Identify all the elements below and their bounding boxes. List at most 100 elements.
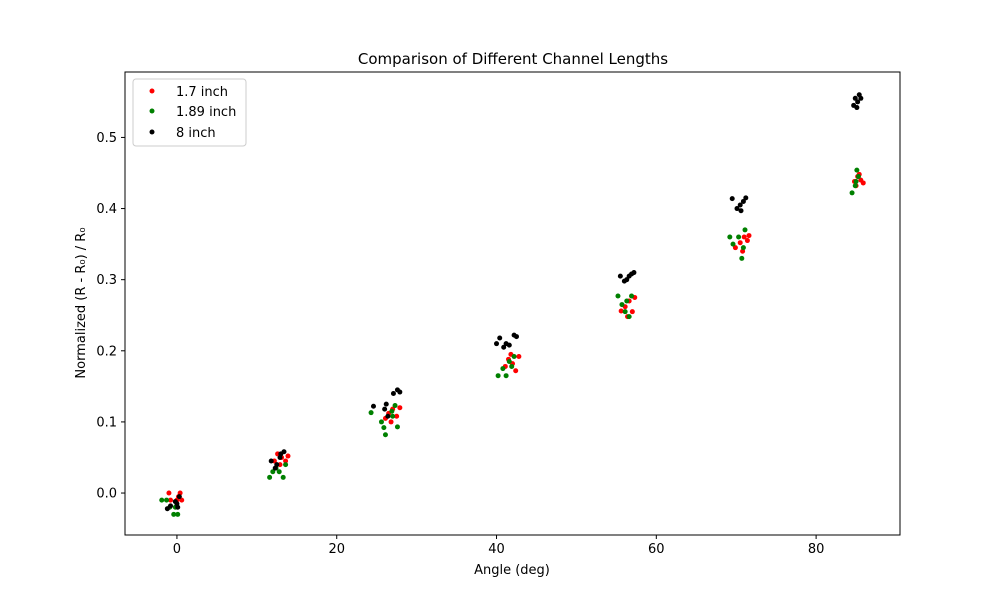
data-point-s2-35 — [740, 198, 746, 204]
data-point-s2-43 — [854, 105, 860, 111]
data-point-s2-4 — [176, 494, 182, 500]
y-axis-label: Normalized (R - R₀) / R₀ — [74, 227, 89, 378]
data-point-s1-12 — [368, 410, 374, 416]
legend-marker-1-7-inch — [149, 88, 155, 94]
data-point-s0-21 — [513, 368, 519, 374]
data-point-s2-39 — [852, 95, 858, 101]
legend: 1.7 inch 1.89 inch 8 inch — [132, 78, 247, 147]
data-point-s2-16 — [390, 390, 396, 396]
y-tick-label-4: 0.4 — [96, 202, 117, 217]
data-point-s2-31 — [626, 273, 632, 279]
y-tick-label-5: 0.5 — [96, 131, 117, 146]
data-point-s0-34 — [746, 233, 752, 239]
data-point-s1-5 — [171, 511, 177, 517]
y-tick-label-0: 0.0 — [96, 487, 117, 502]
data-point-s0-39 — [860, 180, 866, 186]
data-point-s0-31 — [737, 240, 743, 246]
data-point-s2-20 — [497, 335, 503, 341]
data-point-s2-14 — [383, 401, 389, 407]
data-point-s1-21 — [500, 366, 506, 372]
chart-title: Comparison of Different Channel Lengths — [358, 50, 668, 68]
data-point-s1-14 — [381, 425, 387, 431]
data-point-s1-0 — [159, 497, 165, 503]
data-point-s0-4 — [179, 497, 185, 503]
data-point-s1-32 — [727, 234, 733, 240]
x-tick-label-4: 80 — [808, 542, 825, 557]
legend-item-1-89-inch: 1.89 inch — [149, 105, 236, 120]
data-point-s2-28 — [624, 277, 630, 283]
data-point-s1-9 — [276, 469, 282, 475]
legend-item-1-7-inch: 1.7 inch — [149, 85, 228, 100]
data-point-s1-10 — [280, 474, 286, 480]
data-point-s1-26 — [615, 293, 621, 299]
data-point-s2-18 — [397, 389, 403, 395]
data-point-s2-34 — [737, 202, 743, 208]
data-point-s0-33 — [744, 238, 750, 244]
data-point-s2-12 — [370, 403, 376, 409]
data-point-s1-25 — [509, 363, 515, 369]
y-axis-ticks: 0.0 0.1 0.2 0.3 0.4 0.5 — [96, 131, 125, 502]
data-point-s1-29 — [626, 314, 632, 320]
data-point-s1-31 — [624, 298, 630, 304]
data-point-s2-30 — [631, 270, 637, 276]
data-point-s2-26 — [617, 273, 623, 279]
data-point-s0-22 — [516, 353, 522, 359]
data-point-s2-40 — [855, 99, 861, 105]
data-point-s0-32 — [741, 234, 747, 240]
data-point-s1-37 — [740, 245, 746, 251]
data-point-s2-11 — [278, 451, 284, 457]
x-tick-label-2: 40 — [488, 542, 505, 557]
data-point-s1-17 — [392, 403, 398, 409]
data-point-s1-35 — [739, 255, 745, 261]
x-axis-label: Angle (deg) — [474, 563, 550, 578]
data-point-s1-27 — [619, 302, 625, 308]
data-point-s1-18 — [394, 424, 400, 430]
data-points — [159, 92, 866, 517]
data-point-s0-27 — [629, 309, 635, 315]
data-point-s2-6 — [268, 458, 274, 464]
data-point-s1-30 — [629, 293, 635, 299]
data-point-s2-1 — [168, 503, 174, 509]
data-point-s0-17 — [388, 419, 394, 425]
data-point-s2-23 — [506, 342, 512, 348]
data-point-s2-37 — [738, 208, 744, 214]
data-point-s1-33 — [730, 241, 736, 247]
data-point-s0-0 — [166, 490, 172, 496]
y-tick-label-1: 0.1 — [96, 415, 117, 430]
x-axis-ticks: 0 20 40 60 80 — [173, 535, 825, 557]
data-point-s2-15 — [385, 413, 391, 419]
data-point-s0-30 — [732, 245, 738, 251]
y-tick-label-3: 0.3 — [96, 273, 117, 288]
legend-item-8-inch: 8 inch — [149, 126, 216, 141]
data-point-s2-25 — [513, 334, 519, 340]
data-point-s1-42 — [853, 179, 859, 185]
data-point-s0-15 — [394, 413, 400, 419]
data-point-s1-1 — [164, 497, 170, 503]
legend-label-1-7-inch: 1.7 inch — [176, 85, 228, 100]
legend-label-1-89-inch: 1.89 inch — [176, 105, 236, 120]
data-point-s1-23 — [506, 358, 512, 364]
series-8-inch — [164, 92, 864, 512]
data-point-s0-10 — [285, 453, 291, 459]
data-point-s1-20 — [495, 373, 501, 379]
data-point-s1-24 — [511, 353, 517, 359]
data-point-s2-33 — [734, 206, 740, 212]
data-point-s0-24 — [618, 308, 624, 314]
data-point-s1-16 — [389, 408, 395, 414]
data-point-s1-4 — [175, 511, 181, 517]
x-tick-label-0: 0 — [173, 542, 181, 557]
data-point-s2-0 — [164, 506, 170, 512]
series-1-89-inch — [159, 167, 861, 517]
data-point-s2-13 — [382, 406, 388, 412]
data-point-s2-32 — [729, 196, 735, 202]
y-tick-label-2: 0.2 — [96, 344, 117, 359]
data-point-s2-19 — [494, 341, 500, 347]
data-point-s1-34 — [736, 234, 742, 240]
data-point-s1-41 — [855, 174, 861, 180]
legend-box — [132, 78, 247, 147]
legend-marker-1-89-inch — [149, 108, 155, 114]
data-point-s1-11 — [283, 462, 289, 468]
data-point-s1-6 — [267, 474, 273, 480]
x-tick-label-1: 20 — [328, 542, 345, 557]
